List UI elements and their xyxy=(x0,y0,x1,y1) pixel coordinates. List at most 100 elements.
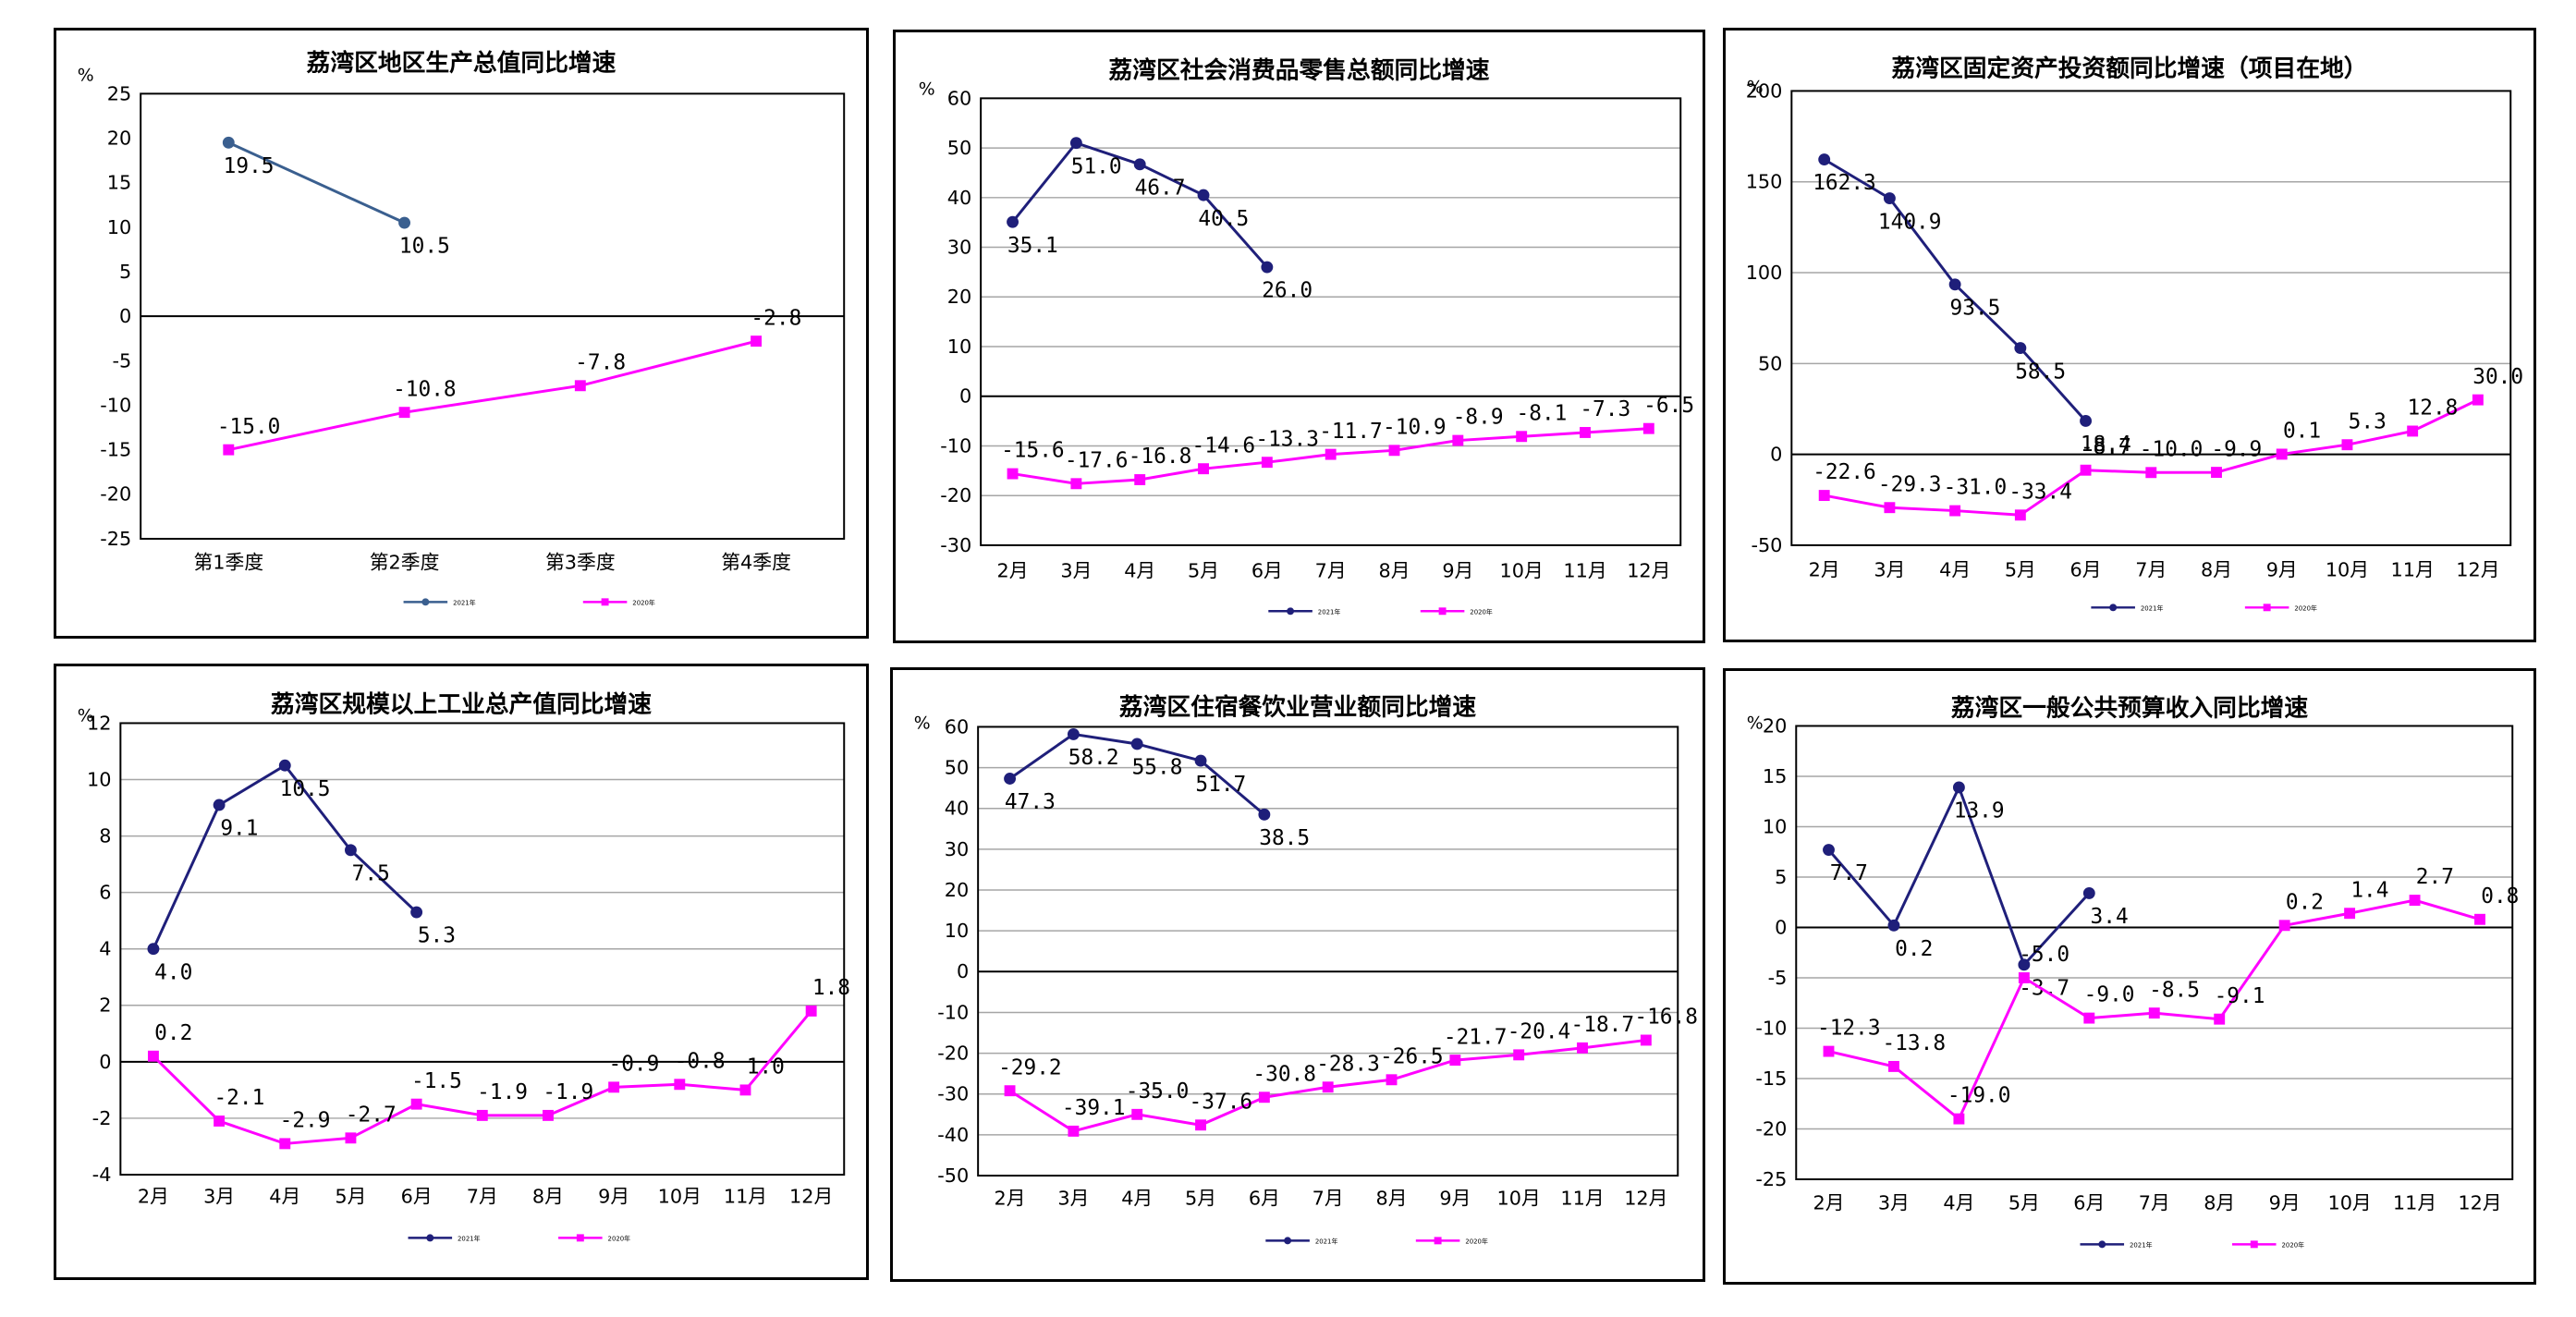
data-point-2020 xyxy=(1261,457,1273,469)
data-label: 58.2 xyxy=(1068,746,1119,770)
chart-retail: 荔湾区社会消费品零售总额同比增速% -30 -20 -10 0 10 20 30 40 50 60 2… xyxy=(919,56,1694,616)
data-point-2020 xyxy=(1953,1113,1965,1125)
data-label: -20.4 xyxy=(1508,1020,1571,1044)
chart-fixed-investment: 荔湾区固定资产投资额同比增速（项目在地）% -50 0 50 100 150 200 2月 3月… xyxy=(1746,55,2523,613)
x-tick-label: 9月 xyxy=(598,1186,629,1208)
data-point-2020 xyxy=(223,444,235,456)
chart-gdp: 荔湾区地区生产总值同比增速% -25 -20 -15 -10 -5 0 5 10 15 20 25 第1… xyxy=(78,49,846,606)
chart-budget-revenue: 荔湾区一般公共预算收入同比增速% -25 -20 -15 -10 -5 0 5 10 15 20 2月… xyxy=(1747,694,2520,1250)
x-tick-label: 6月 xyxy=(401,1186,433,1208)
chart-panel-hospitality: 荔湾区住宿餐饮业营业额同比增速% -50 -40 -30 -20 -10 0 10 20 30 40… xyxy=(890,667,1705,1282)
y-tick-label: 8 xyxy=(99,825,111,848)
data-label: 1.0 xyxy=(747,1055,785,1079)
data-point-2020 xyxy=(1823,1045,1835,1057)
data-point-2020 xyxy=(739,1084,751,1096)
data-point-2021 xyxy=(1823,844,1835,856)
legend-label: 2021年 xyxy=(1315,1237,1338,1245)
y-tick-label: -30 xyxy=(940,534,971,556)
x-tick-label: 11月 xyxy=(1560,1188,1604,1210)
data-label: -12.3 xyxy=(1817,1017,1881,1041)
x-tick-label: 4月 xyxy=(1939,559,1971,581)
y-tick-label: 0 xyxy=(959,385,971,408)
data-point-2020 xyxy=(1007,468,1019,480)
data-point-2021 xyxy=(213,799,226,811)
data-point-2021 xyxy=(1133,158,1146,171)
unit-label: % xyxy=(78,67,94,86)
legend-label: 2020年 xyxy=(1470,607,1493,616)
legend-label: 2020年 xyxy=(608,1234,631,1242)
x-tick-label: 8月 xyxy=(532,1186,564,1208)
data-label: -35.0 xyxy=(1126,1079,1190,1104)
y-tick-label: -20 xyxy=(940,484,971,506)
data-point-2021 xyxy=(147,943,160,956)
data-label: 5.3 xyxy=(2349,409,2387,433)
data-label: -5.0 xyxy=(2019,943,2069,967)
data-label: -17.6 xyxy=(1065,448,1129,472)
x-tick-label: 11月 xyxy=(2391,559,2435,581)
x-tick-label: 2月 xyxy=(1813,1192,1844,1214)
data-label: -30.8 xyxy=(1252,1062,1316,1086)
data-point-2020 xyxy=(2145,467,2157,479)
data-point-2020 xyxy=(1134,474,1146,485)
data-point-2020 xyxy=(345,1132,357,1144)
data-label: -0.8 xyxy=(675,1049,726,1073)
y-tick-label: 0 xyxy=(1770,444,1782,466)
data-point-2021 xyxy=(1261,261,1274,274)
y-tick-label: -50 xyxy=(1751,534,1782,556)
data-point-2020 xyxy=(1325,448,1337,460)
plot-area xyxy=(1795,725,2514,1180)
chart-panel-fixed-investment: 荔湾区固定资产投资额同比增速（项目在地）% -50 0 50 100 150 200 2月 3月… xyxy=(1723,28,2536,642)
x-tick-label: 7月 xyxy=(467,1186,498,1208)
data-label: -11.7 xyxy=(1319,420,1383,444)
data-label: -15.0 xyxy=(217,415,281,439)
data-label: 0.2 xyxy=(1895,937,1933,961)
data-point-2020 xyxy=(1888,1060,1899,1072)
y-tick-label: 100 xyxy=(1746,262,1783,284)
data-point-2020 xyxy=(1640,1034,1652,1046)
data-point-2021 xyxy=(278,759,291,772)
legend-label: 2020年 xyxy=(2282,1240,2305,1249)
legend-marker xyxy=(2098,1240,2106,1249)
data-label: -39.1 xyxy=(1062,1096,1126,1120)
y-tick-label: -15 xyxy=(100,439,131,461)
data-label: -8.7 xyxy=(2081,435,2131,459)
data-label: 55.8 xyxy=(1132,756,1183,780)
y-tick-label: 0 xyxy=(99,1051,111,1073)
data-point-2021 xyxy=(1952,781,1965,794)
data-point-2021 xyxy=(1258,808,1271,821)
x-tick-label: 10月 xyxy=(1497,1188,1541,1210)
legend-marker xyxy=(2263,604,2271,612)
chart-panel-retail: 荔湾区社会消费品零售总额同比增速% -30 -20 -10 0 10 20 30 40 50 60 2… xyxy=(893,30,1705,643)
chart-title: 荔湾区地区生产总值同比增速 xyxy=(307,49,617,78)
data-label: -8.9 xyxy=(1453,406,1504,430)
data-label: 12.8 xyxy=(2408,396,2459,421)
data-point-2021 xyxy=(1883,192,1896,205)
y-tick-label: 30 xyxy=(947,236,971,258)
data-point-2021 xyxy=(1007,215,1019,228)
data-label: 1.8 xyxy=(812,976,850,1000)
plot-area xyxy=(980,97,1682,546)
data-point-2021 xyxy=(222,136,235,149)
data-point-2020 xyxy=(1884,502,1896,514)
y-tick-label: 50 xyxy=(1758,352,1782,374)
data-point-2020 xyxy=(2409,895,2421,906)
data-point-2020 xyxy=(2080,464,2092,476)
x-tick-label: 5月 xyxy=(335,1186,366,1208)
data-point-2021 xyxy=(1004,773,1017,785)
x-tick-label: 10月 xyxy=(2326,559,2369,581)
x-tick-label: 6月 xyxy=(1249,1188,1280,1210)
data-label: 58.5 xyxy=(2015,360,2066,384)
data-label: 93.5 xyxy=(1949,296,2000,320)
x-tick-label: 6月 xyxy=(2073,1192,2105,1214)
data-label: -26.5 xyxy=(1380,1044,1444,1068)
data-label: -1.9 xyxy=(543,1080,593,1104)
legend-label: 2020年 xyxy=(1465,1237,1488,1245)
chart-hospitality: 荔湾区住宿餐饮业营业额同比增速% -50 -40 -30 -20 -10 0 10 20 30 40… xyxy=(914,693,1698,1246)
y-tick-label: 0 xyxy=(119,305,131,327)
series-line-2020 xyxy=(227,339,757,452)
data-label: 26.0 xyxy=(1262,279,1312,303)
y-tick-label: 20 xyxy=(1763,714,1787,737)
x-tick-label: 12月 xyxy=(2458,1192,2501,1214)
data-label: 47.3 xyxy=(1005,790,1056,814)
data-point-2020 xyxy=(574,380,586,392)
